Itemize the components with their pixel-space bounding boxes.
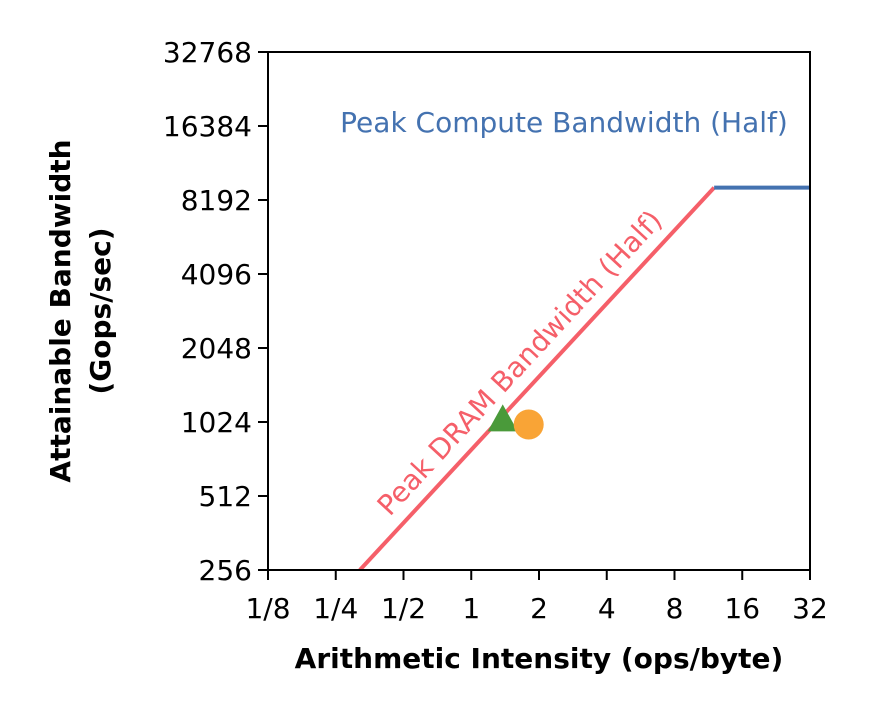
- x-tick-label: 16: [724, 592, 760, 625]
- dram-roof-line: [358, 186, 716, 570]
- x-tick-label: 32: [792, 592, 828, 625]
- y-tick-label: 32768: [163, 36, 252, 69]
- triangle-point: [487, 404, 518, 432]
- circle-point: [513, 409, 544, 440]
- y-tick-label: 2048: [181, 332, 252, 365]
- x-tick-label: 1/4: [313, 592, 358, 625]
- x-tick-label: 2: [530, 592, 548, 625]
- y-tick-label: 256: [199, 554, 252, 587]
- x-tick-label: 1/8: [245, 592, 290, 625]
- x-axis-title: Arithmetic Intensity (ops/byte): [295, 642, 784, 675]
- y-tick-label: 8192: [181, 184, 252, 217]
- y-tick-label: 1024: [181, 406, 252, 439]
- y-tick-label: 16384: [163, 110, 252, 143]
- x-tick-label: 8: [666, 592, 684, 625]
- y-tick-label: 4096: [181, 258, 252, 291]
- y-axis-title-line-1: Attainable Bandwidth: [44, 139, 77, 482]
- compute-roof-label: Peak Compute Bandwidth (Half): [340, 106, 788, 139]
- y-tick-label: 512: [199, 480, 252, 513]
- dram-roof-label: Peak DRAM Bandwidth (Half): [371, 204, 669, 522]
- x-tick-label: 4: [598, 592, 616, 625]
- x-tick-label: 1/2: [381, 592, 426, 625]
- y-axis-title-line-2: (Gops/sec): [84, 227, 117, 394]
- x-tick-label: 1: [462, 592, 480, 625]
